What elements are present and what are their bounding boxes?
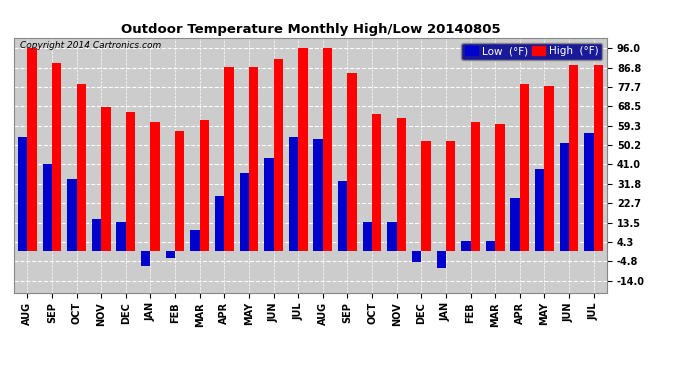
Bar — [486, 241, 495, 251]
Bar — [313, 139, 323, 251]
Bar — [43, 165, 52, 251]
Bar — [150, 122, 160, 251]
Bar — [239, 173, 249, 251]
Legend: Low  (°F), High  (°F): Low (°F), High (°F) — [462, 43, 602, 60]
Bar — [298, 48, 308, 251]
Bar — [461, 241, 471, 251]
Bar — [372, 114, 382, 251]
Bar — [560, 143, 569, 251]
Bar — [18, 137, 28, 251]
Bar — [249, 67, 258, 251]
Bar — [67, 179, 77, 251]
Bar — [126, 112, 135, 251]
Bar — [437, 251, 446, 268]
Bar — [224, 67, 234, 251]
Bar — [117, 222, 126, 251]
Bar — [584, 133, 593, 251]
Bar — [593, 65, 603, 251]
Bar — [52, 63, 61, 251]
Bar — [422, 141, 431, 251]
Bar — [215, 196, 224, 251]
Bar — [273, 58, 283, 251]
Bar — [569, 65, 578, 251]
Title: Outdoor Temperature Monthly High/Low 20140805: Outdoor Temperature Monthly High/Low 201… — [121, 23, 500, 36]
Bar — [264, 158, 273, 251]
Bar — [397, 118, 406, 251]
Bar — [535, 169, 544, 251]
Bar — [28, 48, 37, 251]
Bar — [141, 251, 150, 266]
Bar — [101, 107, 110, 251]
Bar — [77, 84, 86, 251]
Bar — [323, 48, 332, 251]
Bar — [166, 251, 175, 258]
Bar — [387, 222, 397, 251]
Bar — [175, 130, 184, 251]
Text: Copyright 2014 Cartronics.com: Copyright 2014 Cartronics.com — [20, 41, 161, 50]
Bar — [412, 251, 422, 262]
Bar — [511, 198, 520, 251]
Bar — [471, 122, 480, 251]
Bar — [338, 182, 348, 251]
Bar — [190, 230, 199, 251]
Bar — [199, 120, 209, 251]
Bar — [446, 141, 455, 251]
Bar — [92, 219, 101, 251]
Bar — [348, 74, 357, 251]
Bar — [544, 86, 554, 251]
Bar — [289, 137, 298, 251]
Bar — [495, 124, 504, 251]
Bar — [520, 84, 529, 251]
Bar — [363, 222, 372, 251]
